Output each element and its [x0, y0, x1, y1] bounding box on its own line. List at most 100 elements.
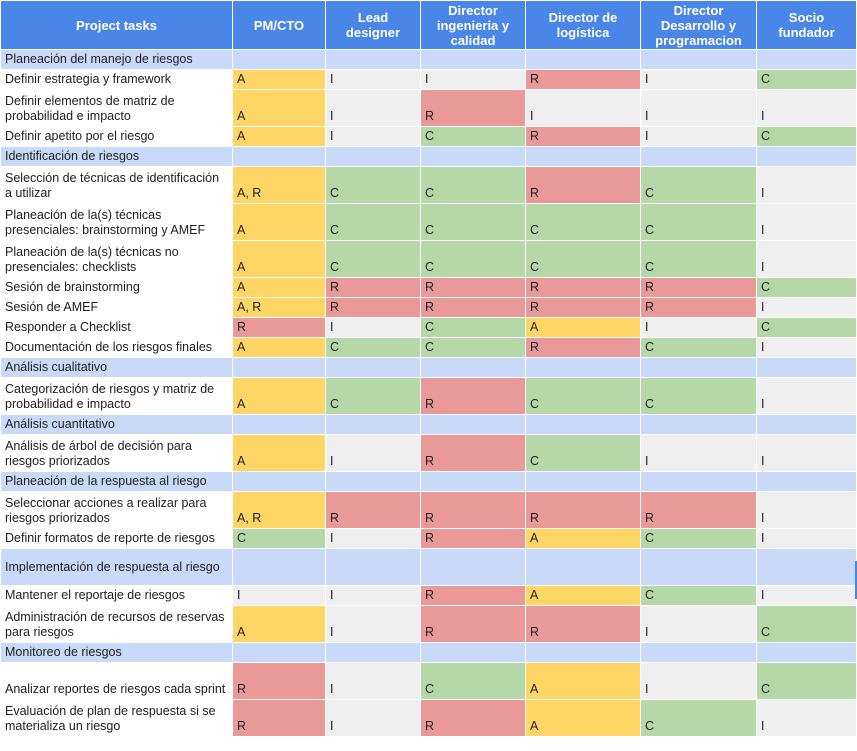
- raci-cell[interactable]: I: [756, 491, 857, 529]
- raci-cell[interactable]: C: [640, 585, 757, 606]
- task-name-cell[interactable]: Definir elementos de matriz de probabili…: [0, 89, 233, 127]
- task-name-cell[interactable]: Planeación de la(s) técnicas presenciale…: [0, 203, 233, 241]
- raci-cell[interactable]: C: [420, 337, 526, 358]
- section-empty-cell[interactable]: [525, 357, 641, 378]
- raci-cell[interactable]: R: [525, 337, 641, 358]
- raci-cell[interactable]: I: [325, 434, 421, 472]
- raci-cell[interactable]: R: [420, 528, 526, 549]
- section-empty-cell[interactable]: [420, 49, 526, 70]
- raci-cell[interactable]: C: [325, 377, 421, 415]
- raci-cell[interactable]: I: [325, 662, 421, 700]
- raci-cell[interactable]: C: [640, 699, 757, 737]
- raci-cell[interactable]: R: [525, 605, 641, 643]
- section-empty-cell[interactable]: [756, 548, 857, 586]
- section-title[interactable]: Monitoreo de riesgos: [0, 642, 233, 663]
- section-empty-cell[interactable]: [525, 414, 641, 435]
- task-name-cell[interactable]: Definir apetito por el riesgo: [0, 126, 233, 147]
- raci-cell[interactable]: C: [756, 605, 857, 643]
- section-empty-cell[interactable]: [232, 49, 326, 70]
- raci-cell[interactable]: I: [640, 605, 757, 643]
- task-name-cell[interactable]: Análisis de árbol de decisión para riesg…: [0, 434, 233, 472]
- raci-cell[interactable]: R: [525, 166, 641, 204]
- section-empty-cell[interactable]: [325, 414, 421, 435]
- section-empty-cell[interactable]: [756, 471, 857, 492]
- section-empty-cell[interactable]: [420, 471, 526, 492]
- raci-cell[interactable]: R: [420, 277, 526, 298]
- raci-cell[interactable]: I: [325, 528, 421, 549]
- section-empty-cell[interactable]: [232, 548, 326, 586]
- task-name-cell[interactable]: Seleccionar acciones a realizar para rie…: [0, 491, 233, 529]
- section-empty-cell[interactable]: [232, 357, 326, 378]
- raci-cell[interactable]: C: [525, 240, 641, 278]
- raci-cell[interactable]: C: [325, 337, 421, 358]
- section-empty-cell[interactable]: [640, 414, 757, 435]
- raci-cell[interactable]: R: [232, 317, 326, 338]
- task-name-cell[interactable]: Selección de técnicas de identificación …: [0, 166, 233, 204]
- raci-cell[interactable]: A: [525, 699, 641, 737]
- section-empty-cell[interactable]: [525, 146, 641, 167]
- raci-cell[interactable]: I: [756, 337, 857, 358]
- raci-cell[interactable]: C: [420, 317, 526, 338]
- raci-cell[interactable]: R: [525, 69, 641, 90]
- section-empty-cell[interactable]: [640, 49, 757, 70]
- task-name-cell[interactable]: Planeación de la(s) técnicas no presenci…: [0, 240, 233, 278]
- raci-cell[interactable]: R: [232, 699, 326, 737]
- task-name-cell[interactable]: Evaluación de plan de respuesta si se ma…: [0, 699, 233, 737]
- raci-cell[interactable]: R: [420, 89, 526, 127]
- raci-cell[interactable]: C: [420, 126, 526, 147]
- raci-cell[interactable]: C: [756, 662, 857, 700]
- section-empty-cell[interactable]: [640, 357, 757, 378]
- raci-cell[interactable]: I: [756, 528, 857, 549]
- section-title[interactable]: Planeación del manejo de riesgos: [0, 49, 233, 70]
- section-title[interactable]: Implementación de respuesta al riesgo: [0, 548, 233, 586]
- header-project-tasks[interactable]: Project tasks: [0, 0, 233, 50]
- raci-cell[interactable]: C: [325, 240, 421, 278]
- section-empty-cell[interactable]: [325, 642, 421, 663]
- section-empty-cell[interactable]: [325, 471, 421, 492]
- section-empty-cell[interactable]: [420, 357, 526, 378]
- section-empty-cell[interactable]: [756, 357, 857, 378]
- task-name-cell[interactable]: Documentación de los riesgos finales: [0, 337, 233, 358]
- section-title[interactable]: Identificación de riesgos: [0, 146, 233, 167]
- raci-cell[interactable]: I: [756, 89, 857, 127]
- section-empty-cell[interactable]: [525, 642, 641, 663]
- raci-cell[interactable]: C: [640, 528, 757, 549]
- section-empty-cell[interactable]: [756, 49, 857, 70]
- raci-cell[interactable]: C: [640, 377, 757, 415]
- task-name-cell[interactable]: Responder a Checklist: [0, 317, 233, 338]
- section-empty-cell[interactable]: [420, 642, 526, 663]
- raci-cell[interactable]: R: [640, 491, 757, 529]
- raci-cell[interactable]: I: [640, 126, 757, 147]
- raci-cell[interactable]: A: [525, 662, 641, 700]
- raci-cell[interactable]: A, R: [232, 491, 326, 529]
- raci-cell[interactable]: A: [232, 377, 326, 415]
- raci-cell[interactable]: R: [525, 491, 641, 529]
- raci-cell[interactable]: C: [756, 277, 857, 298]
- raci-cell[interactable]: C: [640, 337, 757, 358]
- section-empty-cell[interactable]: [325, 548, 421, 586]
- raci-cell[interactable]: A: [232, 89, 326, 127]
- raci-cell[interactable]: A: [232, 277, 326, 298]
- header-director-ingenieria[interactable]: Director ingenieria y calidad: [420, 0, 526, 50]
- raci-cell[interactable]: R: [525, 297, 641, 318]
- task-name-cell[interactable]: Definir formatos de reporte de riesgos: [0, 528, 233, 549]
- raci-cell[interactable]: R: [640, 277, 757, 298]
- raci-cell[interactable]: I: [640, 69, 757, 90]
- raci-cell[interactable]: R: [420, 585, 526, 606]
- raci-cell[interactable]: C: [640, 166, 757, 204]
- raci-cell[interactable]: R: [325, 297, 421, 318]
- raci-cell[interactable]: I: [325, 69, 421, 90]
- raci-cell[interactable]: A: [232, 605, 326, 643]
- raci-cell[interactable]: I: [325, 126, 421, 147]
- section-empty-cell[interactable]: [756, 414, 857, 435]
- section-empty-cell[interactable]: [756, 642, 857, 663]
- raci-cell[interactable]: R: [420, 699, 526, 737]
- raci-cell[interactable]: I: [756, 434, 857, 472]
- section-empty-cell[interactable]: [232, 471, 326, 492]
- raci-cell[interactable]: C: [232, 528, 326, 549]
- raci-cell[interactable]: I: [640, 89, 757, 127]
- raci-cell[interactable]: I: [525, 89, 641, 127]
- raci-cell[interactable]: C: [420, 203, 526, 241]
- raci-cell[interactable]: I: [756, 377, 857, 415]
- section-empty-cell[interactable]: [420, 414, 526, 435]
